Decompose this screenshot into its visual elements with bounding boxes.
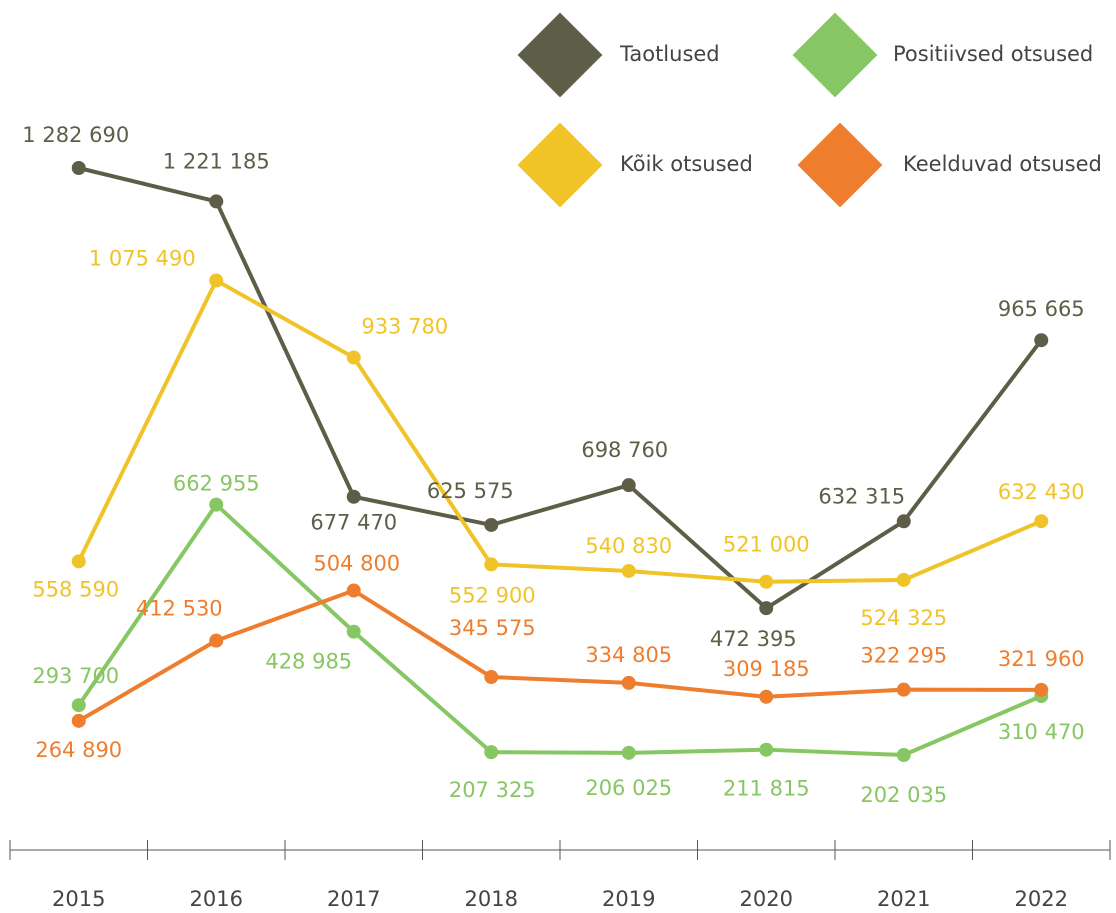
data-label: 334 805 (585, 643, 672, 667)
point (1034, 333, 1049, 348)
point (621, 478, 636, 493)
legend-label: Kõik otsused (620, 152, 753, 176)
x-tick-label: 2016 (190, 887, 243, 911)
line (78, 166, 1043, 611)
data-label: 524 325 (860, 606, 947, 630)
line (76, 278, 1043, 584)
point (209, 633, 224, 648)
point (484, 670, 499, 685)
point (484, 745, 499, 760)
point (71, 698, 86, 713)
point (759, 742, 774, 757)
data-label: 293 700 (32, 664, 119, 688)
legend-label: Keelduvad otsused (903, 152, 1102, 176)
point (484, 557, 499, 572)
point (621, 563, 636, 578)
point (209, 273, 224, 288)
point (71, 161, 86, 175)
point (896, 682, 911, 697)
point (896, 514, 911, 529)
data-label: 677 470 (310, 511, 397, 535)
data-label: 345 575 (449, 616, 536, 640)
x-tick-label: 2020 (740, 887, 793, 911)
x-tick-label: 2018 (465, 887, 518, 911)
point (621, 745, 636, 760)
data-label: 322 295 (860, 644, 947, 668)
data-label: 310 470 (998, 720, 1085, 744)
data-label: 211 815 (723, 777, 810, 801)
line (77, 588, 1042, 723)
data-label: 264 890 (35, 738, 122, 762)
legend-marker (797, 122, 883, 208)
line (77, 502, 1043, 757)
data-label: 552 900 (449, 583, 536, 607)
data-label: 309 185 (723, 657, 810, 681)
point (484, 517, 499, 532)
point (346, 624, 361, 639)
point (209, 194, 224, 209)
point (759, 689, 774, 704)
point (896, 748, 911, 762)
data-label: 540 830 (585, 534, 672, 558)
data-label: 632 315 (818, 484, 905, 508)
point (759, 574, 774, 589)
legend-label: Positiivsed otsused (893, 42, 1093, 66)
data-label: 521 000 (723, 533, 810, 557)
point (759, 601, 774, 616)
data-label: 472 395 (710, 627, 797, 651)
data-label: 965 665 (998, 297, 1085, 321)
point (71, 554, 86, 569)
point (346, 583, 361, 598)
data-label: 933 780 (361, 315, 448, 339)
data-label: 1 075 490 (89, 247, 196, 271)
point (1034, 514, 1049, 529)
legend-marker (517, 122, 603, 208)
data-label: 428 985 (265, 650, 352, 674)
data-label: 662 955 (173, 472, 260, 496)
point (896, 572, 911, 587)
point (346, 350, 361, 365)
point (621, 675, 636, 690)
legend-marker (792, 12, 878, 98)
point (209, 497, 224, 512)
legend-label: Taotlused (619, 42, 720, 66)
data-label: 206 025 (585, 776, 672, 800)
data-label: 1 221 185 (163, 149, 270, 173)
x-tick-label: 2022 (1015, 887, 1068, 911)
x-tick-label: 2017 (327, 887, 380, 911)
point (1034, 682, 1049, 697)
data-label: 625 575 (427, 479, 514, 503)
data-label: 202 035 (860, 783, 947, 807)
data-label: 504 800 (313, 552, 400, 576)
data-label: 632 430 (998, 480, 1085, 504)
x-tick-label: 2021 (877, 887, 930, 911)
x-tick-label: 2015 (52, 887, 105, 911)
point (346, 489, 361, 504)
legend-marker (517, 12, 603, 98)
data-label: 558 590 (32, 577, 119, 601)
data-label: 698 760 (581, 438, 668, 462)
data-label: 321 960 (998, 647, 1085, 671)
data-label: 1 282 690 (22, 123, 129, 147)
data-label: 207 325 (449, 778, 536, 802)
point (71, 713, 86, 728)
x-tick-label: 2019 (602, 887, 655, 911)
data-label: 412 530 (136, 597, 223, 621)
